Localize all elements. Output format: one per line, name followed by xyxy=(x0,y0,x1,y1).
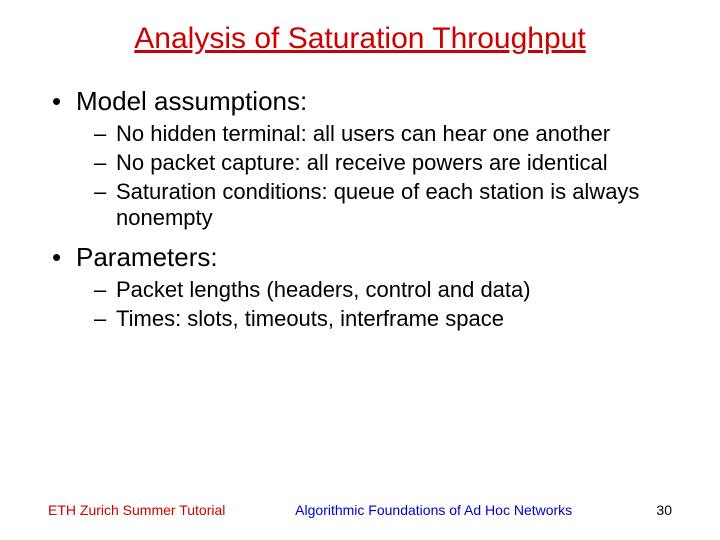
list-subitem: Packet lengths (headers, control and dat… xyxy=(76,277,672,304)
list-item-label: Parameters: xyxy=(76,242,218,272)
slide-footer: ETH Zurich Summer Tutorial Algorithmic F… xyxy=(0,502,720,518)
bullet-list-level2: No hidden terminal: all users can hear o… xyxy=(76,121,672,232)
slide-content: Model assumptions: No hidden terminal: a… xyxy=(48,86,672,333)
footer-left-text: ETH Zurich Summer Tutorial xyxy=(48,502,225,518)
list-item-label: Model assumptions: xyxy=(76,86,307,116)
footer-center-text: Algorithmic Foundations of Ad Hoc Networ… xyxy=(225,502,642,518)
slide-title: Analysis of Saturation Throughput xyxy=(48,22,672,56)
list-item: Parameters: Packet lengths (headers, con… xyxy=(48,242,672,333)
list-subitem: No hidden terminal: all users can hear o… xyxy=(76,121,672,148)
list-subitem: Times: slots, timeouts, interframe space xyxy=(76,306,672,333)
bullet-list-level2: Packet lengths (headers, control and dat… xyxy=(76,277,672,333)
list-subitem: Saturation conditions: queue of each sta… xyxy=(76,179,672,233)
bullet-list-level1: Model assumptions: No hidden terminal: a… xyxy=(48,86,672,333)
slide: Analysis of Saturation Throughput Model … xyxy=(0,0,720,540)
list-subitem: No packet capture: all receive powers ar… xyxy=(76,150,672,177)
footer-page-number: 30 xyxy=(642,502,672,518)
list-item: Model assumptions: No hidden terminal: a… xyxy=(48,86,672,232)
